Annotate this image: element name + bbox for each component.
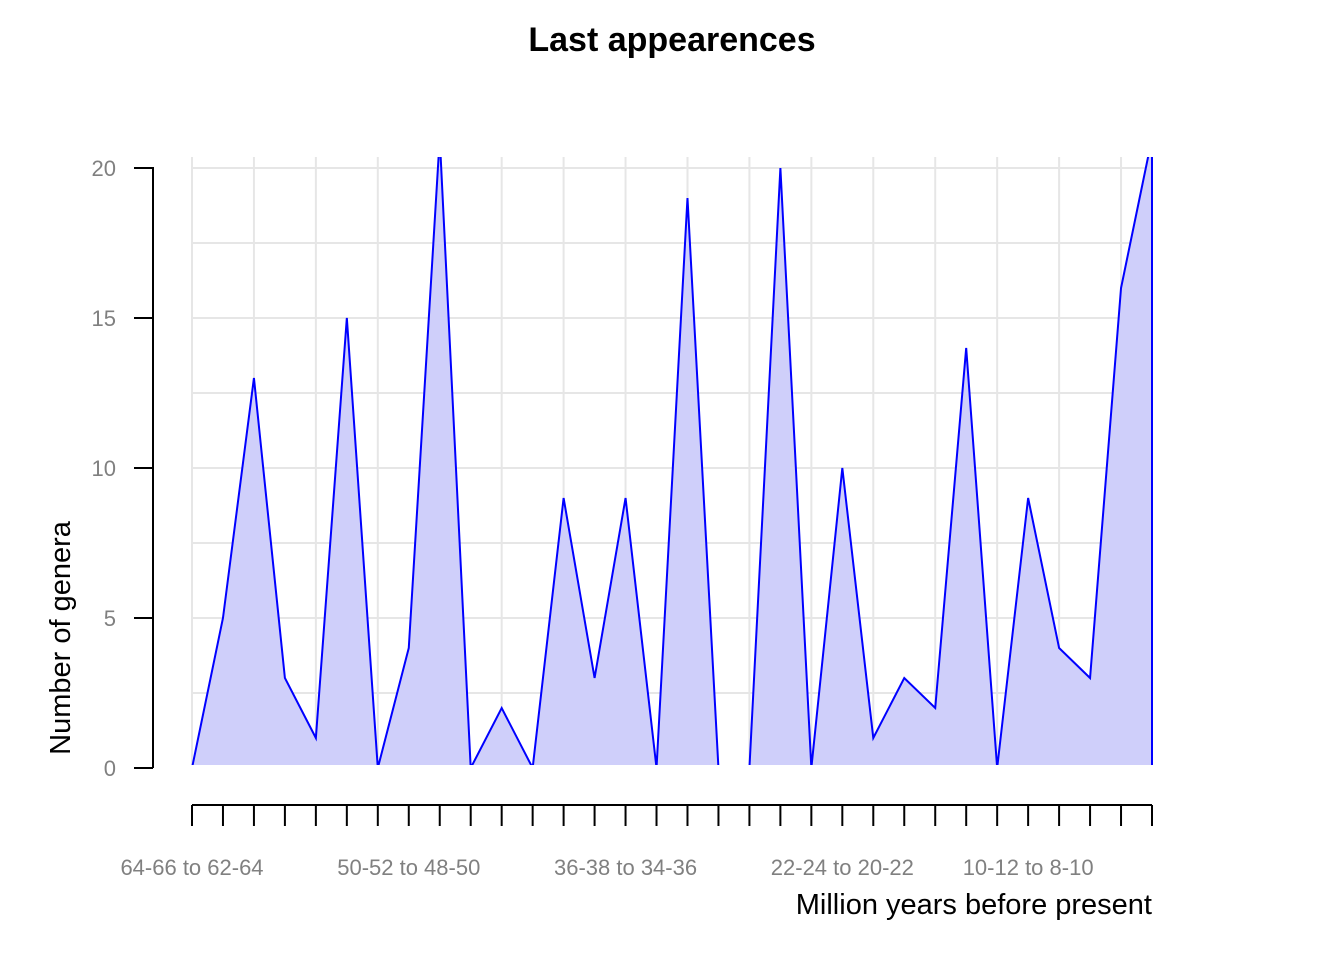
- series-line: [191, 157, 1150, 765]
- x-tick-label: 10-12 to 8-10: [963, 855, 1094, 880]
- series-area: [192, 157, 1152, 765]
- y-axis-label: Number of genera: [45, 520, 77, 755]
- y-tick-label: 0: [104, 756, 116, 781]
- y-tick-label: 15: [92, 306, 116, 331]
- y-tick-label: 20: [92, 156, 116, 181]
- plot-area: [191, 157, 1153, 765]
- x-tick-label: 36-38 to 34-36: [554, 855, 697, 880]
- axes: 0 5 10 15 20 64-66 to 62-64 50-52 to 48-50 36-3…: [92, 156, 1153, 880]
- chart-title: Last appearences: [528, 21, 815, 59]
- y-tick-label: 10: [92, 456, 116, 481]
- x-axis-label: Million years before present: [796, 889, 1152, 921]
- series-group: [191, 157, 1153, 765]
- y-tick-label: 5: [104, 606, 116, 631]
- x-tick-label: 50-52 to 48-50: [337, 855, 480, 880]
- x-tick-label: 22-24 to 20-22: [771, 855, 914, 880]
- x-tick-label: 64-66 to 62-64: [120, 855, 263, 880]
